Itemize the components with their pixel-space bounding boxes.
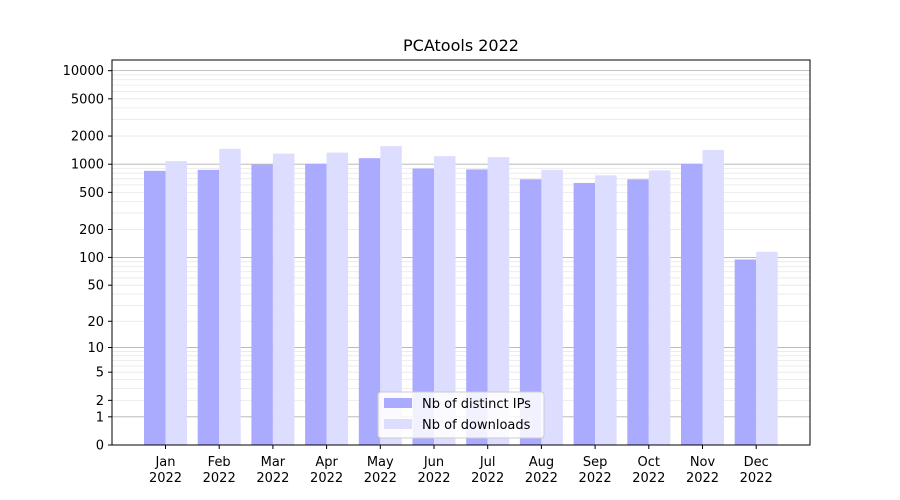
bar-downloads — [380, 146, 402, 445]
y-tick-label: 2000 — [71, 130, 104, 145]
legend-swatch-downloads — [384, 419, 412, 429]
bar-downloads — [487, 157, 510, 445]
bar-distinct-ips — [681, 163, 703, 445]
y-tick-label: 500 — [79, 186, 104, 201]
x-tick-label: May 2022 — [364, 455, 397, 486]
bar-downloads — [541, 169, 563, 446]
bar-distinct-ips — [519, 179, 542, 445]
bars — [144, 146, 778, 446]
y-tick-label: 100 — [79, 251, 104, 266]
bar-distinct-ips — [358, 158, 381, 445]
x-tick-label: Jun 2022 — [417, 455, 450, 486]
y-tick-label: 1000 — [71, 158, 104, 173]
x-tick-label: Jan 2022 — [149, 455, 182, 486]
bar-downloads — [165, 161, 187, 445]
y-tick-label: 200 — [79, 223, 104, 238]
y-tick-label: 20 — [87, 315, 104, 330]
y-tick-label: 10000 — [63, 64, 104, 79]
x-tick-label: Feb 2022 — [203, 455, 236, 486]
bar-downloads — [702, 149, 724, 445]
bar-distinct-ips — [412, 168, 434, 445]
y-tick-label: 50 — [87, 279, 104, 294]
bar-downloads — [272, 153, 295, 445]
bar-distinct-ips — [144, 170, 166, 445]
y-tick-label: 10 — [87, 341, 104, 356]
plot-frame — [111, 59, 811, 446]
legend-swatch-ips — [384, 398, 412, 408]
bar-distinct-ips — [466, 169, 488, 445]
x-tick-label: Nov 2022 — [686, 455, 719, 486]
x-tick-label: Jul 2022 — [471, 455, 504, 486]
bar-downloads — [648, 170, 671, 445]
x-tick-label: Mar 2022 — [256, 455, 289, 486]
x-tick-label: Aug 2022 — [525, 455, 558, 486]
legend-label-ips: Nb of distinct IPs — [422, 397, 531, 412]
bar-downloads — [434, 156, 456, 446]
bar-downloads — [219, 148, 241, 445]
chart-title: PCAtools 2022 — [403, 36, 519, 55]
y-axis: 0 12 5 10 20 50 100 200 500 1000 2000 5000 10000 — [63, 64, 112, 454]
bar-distinct-ips — [305, 163, 327, 445]
bar-distinct-ips — [251, 164, 273, 445]
x-tick-label: Dec 2022 — [740, 455, 773, 486]
y-tick-label: 0 — [96, 439, 104, 454]
legend: Nb of distinct IPs Nb of downloads — [377, 391, 545, 439]
x-tick-label: Sep 2022 — [579, 455, 612, 486]
y-tick-label: 5 — [96, 366, 104, 381]
bar-downloads — [326, 152, 349, 446]
bar-distinct-ips — [573, 182, 596, 445]
y-tick-label: 5000 — [71, 92, 104, 107]
y-tick-label: 1 — [96, 410, 104, 425]
legend-label-downloads: Nb of downloads — [422, 418, 531, 433]
x-tick-label: Apr 2022 — [310, 455, 343, 486]
bar-distinct-ips — [627, 179, 649, 445]
x-axis: Jan 2022 Feb 2022 Mar 2022 Apr 2022 May 2022 Jun 20… — [149, 445, 773, 486]
bar-downloads — [595, 175, 617, 446]
bar-downloads — [756, 251, 778, 445]
bar-distinct-ips — [734, 259, 757, 445]
bar-distinct-ips — [197, 169, 220, 446]
y-tick-label: 2 — [96, 394, 104, 409]
x-tick-label: Oct 2022 — [632, 455, 665, 486]
legend-box — [377, 391, 545, 439]
